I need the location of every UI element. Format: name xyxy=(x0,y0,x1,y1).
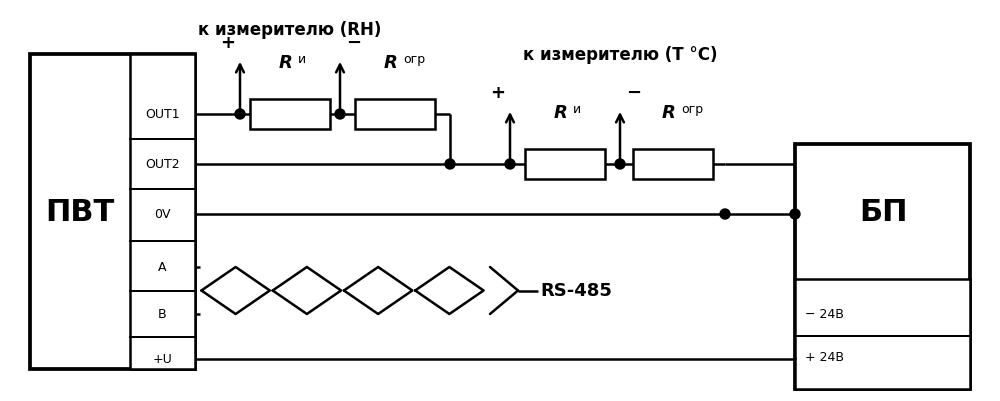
Text: и: и xyxy=(298,53,306,66)
Bar xyxy=(355,100,435,130)
Text: OUT2: OUT2 xyxy=(145,158,180,171)
Bar xyxy=(633,150,713,180)
Text: R: R xyxy=(384,54,398,72)
Circle shape xyxy=(335,110,345,120)
Circle shape xyxy=(445,160,455,170)
Text: огр: огр xyxy=(403,53,425,66)
Text: R: R xyxy=(279,54,293,72)
Text: RS-485: RS-485 xyxy=(540,282,612,300)
Text: 0V: 0V xyxy=(154,208,171,221)
Text: ПВТ: ПВТ xyxy=(45,198,115,227)
Bar xyxy=(795,279,970,389)
Circle shape xyxy=(235,110,245,120)
Text: R: R xyxy=(554,104,568,122)
Text: −: − xyxy=(626,84,642,102)
Circle shape xyxy=(505,160,515,170)
Circle shape xyxy=(615,160,625,170)
Text: +U: +U xyxy=(153,352,172,366)
Text: R: R xyxy=(662,104,676,122)
Circle shape xyxy=(720,209,730,219)
Text: + 24В: + 24В xyxy=(805,350,844,364)
Text: к измерителю (Т °С): к измерителю (Т °С) xyxy=(523,46,717,64)
Text: и: и xyxy=(573,103,581,116)
Bar xyxy=(795,145,970,389)
Text: огр: огр xyxy=(681,103,703,116)
Circle shape xyxy=(790,209,800,219)
Text: БП: БП xyxy=(859,198,907,227)
Text: − 24В: − 24В xyxy=(805,308,844,321)
Text: +: + xyxy=(491,84,506,102)
Bar xyxy=(30,55,195,369)
Bar xyxy=(525,150,605,180)
Bar xyxy=(250,100,330,130)
Text: A: A xyxy=(158,261,167,274)
Text: +: + xyxy=(221,34,236,52)
Text: к измерителю (RH): к измерителю (RH) xyxy=(198,21,382,39)
Text: B: B xyxy=(158,308,167,321)
Text: OUT1: OUT1 xyxy=(145,108,180,121)
Text: −: − xyxy=(346,34,362,52)
Bar xyxy=(130,55,195,369)
